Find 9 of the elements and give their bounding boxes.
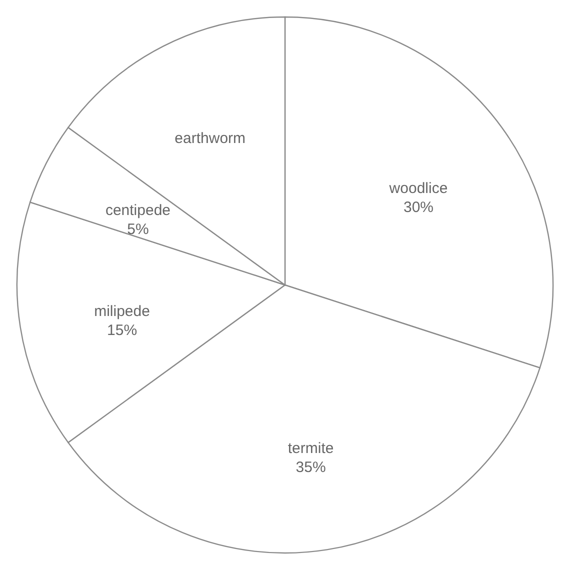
data-label: 35% (296, 458, 326, 476)
slice-label: milipede (94, 302, 150, 320)
data-label: 5% (127, 221, 149, 238)
data-label: 15% (107, 322, 138, 339)
data-label: 30% (403, 199, 434, 216)
slice-label: earthworm (174, 130, 246, 147)
slice-label: woodlice (388, 180, 448, 198)
slice-label: termite (288, 440, 334, 457)
slice-label: centipede (105, 202, 171, 220)
